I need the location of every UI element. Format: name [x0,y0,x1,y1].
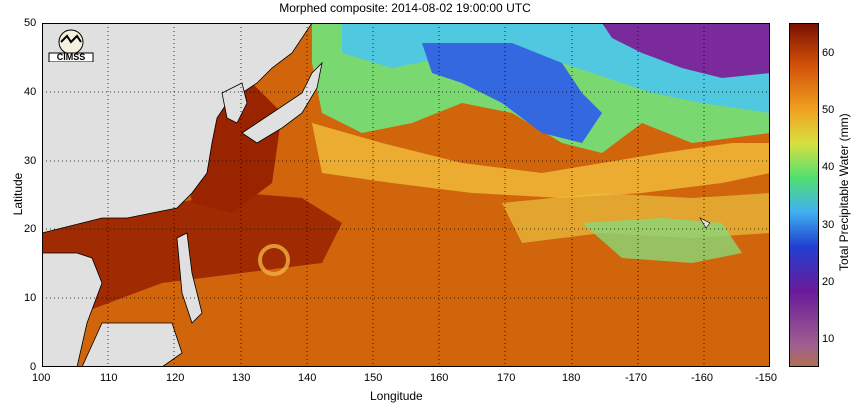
y-tick-label: 0 [30,361,37,373]
logo-text: CIMSS [57,52,86,62]
cimss-logo: CIMSS [47,28,95,63]
japan [241,61,323,144]
y-tick-label: 30 [24,155,37,167]
x-tick-label: 110 [100,372,118,384]
colorbar-tick-label: 60 [822,47,835,59]
tpw-map [42,23,770,367]
colorbar [789,23,819,367]
colorbar-gradient [789,23,819,367]
x-tick-label: 170 [497,372,516,384]
colorbar-tick-label: 50 [822,104,835,116]
map-plot [42,23,770,367]
x-tick-label: 180 [562,372,581,384]
plot-frame [42,23,770,367]
typhoon-swirl [258,244,290,276]
x-tick-label: -150 [755,372,778,384]
korea [221,82,248,124]
y-tick-label: 40 [24,86,37,98]
asia-mainland [42,23,313,234]
grid [42,23,770,367]
x-tick-label: -160 [691,372,714,384]
y-tick-label: 50 [24,17,37,29]
x-axis-label: Longitude [370,389,423,403]
x-tick-label: -170 [625,372,648,384]
borneo [81,322,183,367]
subtropical-band [312,123,770,198]
indochina [42,252,103,367]
y-axis-label: Latitude [11,172,25,216]
map-title: Morphed composite: 2014-08-02 19:00:00 U… [279,1,531,15]
philippines [176,232,203,324]
x-tick-label: 130 [232,372,251,384]
colorbar-tick-label: 10 [822,333,835,345]
hawaii [699,217,711,229]
colorbar-label: Total Precipitable Water (mm) [837,113,851,271]
x-tick-label: 150 [364,372,383,384]
colorbar-tick-label: 30 [822,219,835,231]
x-tick-label: 100 [32,372,51,384]
dry-region-purple [602,23,770,78]
x-tick-label: 140 [298,372,317,384]
y-tick-label: 20 [24,223,37,235]
x-tick-label: 160 [430,372,449,384]
dry-region-blue [422,43,602,143]
colorbar-tick-label: 40 [822,161,835,173]
x-tick-label: 120 [166,372,185,384]
colorbar-tick-label: 20 [822,276,835,288]
moist-band-west [42,193,342,323]
y-tick-label: 10 [24,292,37,304]
